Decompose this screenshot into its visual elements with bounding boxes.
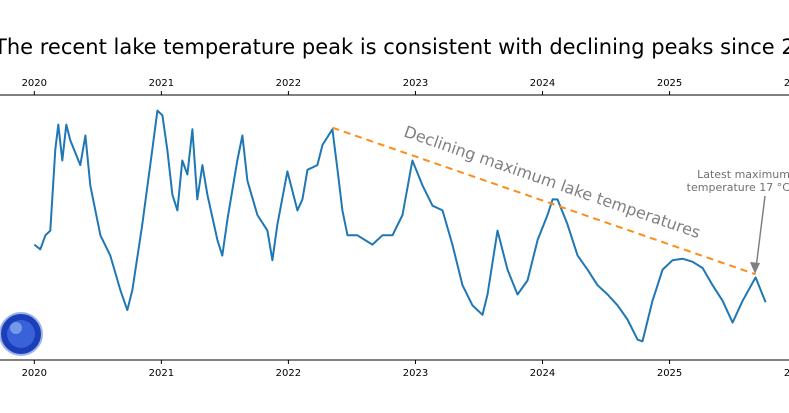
- chart-title: The recent lake temperature peak is cons…: [0, 35, 789, 59]
- x-tick-label: 2026: [784, 78, 789, 89]
- x-tick-label: 2022: [276, 78, 301, 89]
- x-tick-label: 2022: [276, 368, 301, 379]
- x-tick-label: 2024: [530, 78, 555, 89]
- x-tick-label: 2026: [784, 368, 789, 379]
- x-tick-label: 2021: [149, 368, 174, 379]
- x-tick-label: 2023: [403, 78, 428, 89]
- logo: [0, 312, 43, 356]
- x-tick-label: 2020: [22, 78, 47, 89]
- x-tick-label: 2025: [657, 368, 682, 379]
- x-tick-label: 2024: [530, 368, 555, 379]
- annotation: temperature 17 °C: [687, 181, 789, 194]
- x-tick-label: 2023: [403, 368, 428, 379]
- annotation-arrow: [755, 195, 766, 269]
- annotation-arrowhead: [750, 262, 760, 274]
- data-line: [33, 109, 767, 343]
- x-tick-label: 2025: [657, 78, 682, 89]
- trend-line: [332, 126, 756, 276]
- x-tick-label: 2020: [22, 368, 47, 379]
- annotation: Latest maximum: [697, 168, 789, 181]
- x-tick-label: 2021: [149, 78, 174, 89]
